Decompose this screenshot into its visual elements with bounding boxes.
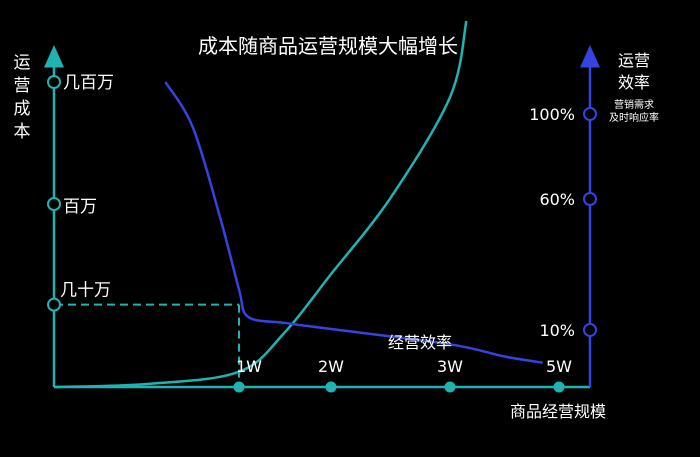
y-axis-right-label-line1: 运营 [618,51,650,70]
y-axis-right-note-line1: 营销需求 [614,98,654,111]
y-right-tick-dot [583,192,597,206]
axis-label-char: 成 [14,99,31,119]
y-left-tick-dot [47,75,61,89]
x-tick-label: 2W [318,357,344,376]
y-axis-right-note-line2: 及时响应率 [609,111,659,124]
x-tick-dot [444,381,456,393]
efficiency-curve [164,81,543,364]
y-right-tick-dot [583,323,597,337]
y-right-tick-dot [583,107,597,121]
axis-label-char: 营 [14,76,31,96]
y-left-tick-dot [47,197,61,211]
chart-marks: 1W 2W 3W 5W 几十万 百万 几百万 10% 60% 100% 经营效率 [47,20,597,393]
y-left-tick-label: 百万 [63,197,97,217]
y-left-tick-label: 几十万 [60,281,111,301]
y-left-tick-dot [47,297,61,312]
x-tick-label: 3W [437,357,463,376]
y-left-tick-label: 几百万 [63,73,114,93]
efficiency-annotation: 经营效率 [388,333,452,352]
axis-label-char: 运 [14,53,31,73]
x-tick-label: 5W [546,357,572,376]
x-tick-dot [233,381,245,393]
y-right-tick-label: 10% [539,321,575,340]
y-axis-right-label-line2: 效率 [618,73,650,92]
cost-curve [54,20,468,389]
y-right-tick-label: 60% [539,190,575,209]
x-axis-label: 商品经营规模 [510,402,606,421]
x-tick-label: 1W [236,357,262,376]
chart-title: 成本随商品运营规模大幅增长 [198,34,458,58]
axis-label-char: 本 [14,122,31,142]
x-tick-dot [325,381,337,393]
y-right-tick-label: 100% [529,105,575,124]
x-tick-dot [553,381,565,393]
